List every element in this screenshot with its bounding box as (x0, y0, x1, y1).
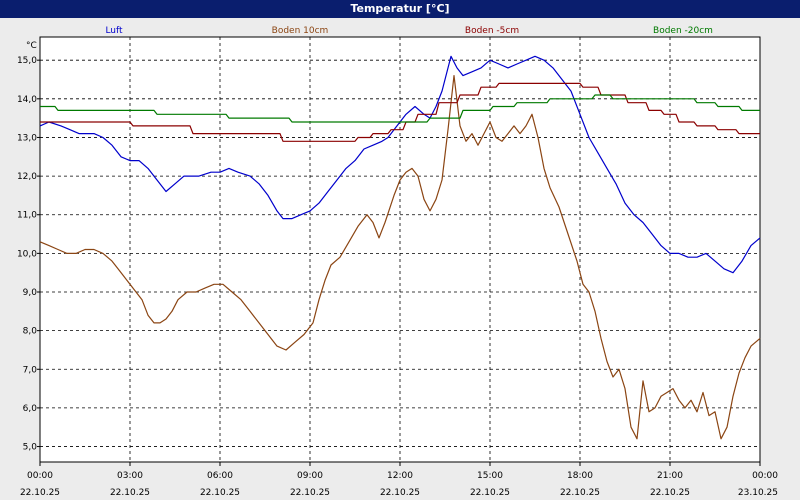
x-tick-date-label: 22.10.25 (200, 488, 240, 498)
series-line-luft (39, 55, 761, 274)
legend: Luft Boden 10cm Boden -5cm Boden -20cm (105, 26, 713, 36)
series-lines (39, 55, 761, 440)
x-tick-time-label: 06:00 (207, 471, 233, 481)
y-axis-ticks: 5,0 6,0 7,0 8,0 9,0 10,0 11,0 12,0 13,0 14,0 15,0 (17, 56, 40, 453)
series-line-boden-5cm (40, 82, 760, 142)
x-tick-date-label: 22.10.25 (470, 488, 510, 498)
y-tick-label: 11,0 (17, 211, 37, 221)
x-tick-time-label: 12:00 (387, 471, 413, 481)
x-tick-time-label: 21:00 (657, 471, 683, 481)
y-tick-label: 6,0 (23, 404, 38, 414)
y-tick-label: 13,0 (17, 133, 37, 143)
x-tick-date-label: 22.10.25 (560, 488, 600, 498)
x-tick-date-label: 22.10.25 (380, 488, 420, 498)
x-tick-time-label: 03:00 (117, 471, 143, 481)
x-tick-time-label: 09:00 (297, 471, 323, 481)
legend-item-luft: Luft (105, 26, 123, 36)
legend-item-boden-20cm: Boden -20cm (653, 26, 713, 36)
x-tick-date-label: 22.10.25 (290, 488, 330, 498)
y-tick-label: 12,0 (17, 172, 37, 182)
x-axis-ticks: 00:00 22.10.25 03:00 22.10.25 06:00 22.10.25 0… (20, 462, 778, 498)
y-tick-label: 10,0 (17, 249, 37, 259)
y-axis-unit-label: °C (26, 41, 37, 51)
x-tick-time-label: 15:00 (477, 471, 503, 481)
y-tick-label: 8,0 (23, 327, 38, 337)
x-tick-date-label: 23.10.25 (738, 488, 778, 498)
y-tick-label: 7,0 (23, 365, 38, 375)
grid (40, 37, 760, 462)
series-line-boden-10cm (39, 74, 761, 440)
y-tick-label: 15,0 (17, 56, 37, 66)
x-tick-date-label: 22.10.25 (110, 488, 150, 498)
y-tick-label: 5,0 (23, 443, 38, 453)
x-tick-date-label: 22.10.25 (650, 488, 690, 498)
x-tick-date-label: 22.10.25 (20, 488, 60, 498)
temperature-chart: °C 5,0 6,0 7,0 8,0 9,0 10,0 11,0 12,0 13,0 14,0 15… (17, 26, 778, 498)
legend-item-boden-10cm: Boden 10cm (272, 26, 329, 36)
y-tick-label: 14,0 (17, 95, 37, 105)
x-tick-time-label: 18:00 (567, 471, 593, 481)
chart-title: Temperatur [°C] (0, 0, 800, 18)
series-line-boden-20cm (40, 94, 760, 123)
legend-item-boden-5cm: Boden -5cm (465, 26, 519, 36)
y-tick-label: 9,0 (23, 288, 38, 298)
x-tick-time-label: 00:00 (27, 471, 53, 481)
x-tick-time-label: 00:00 (752, 471, 778, 481)
